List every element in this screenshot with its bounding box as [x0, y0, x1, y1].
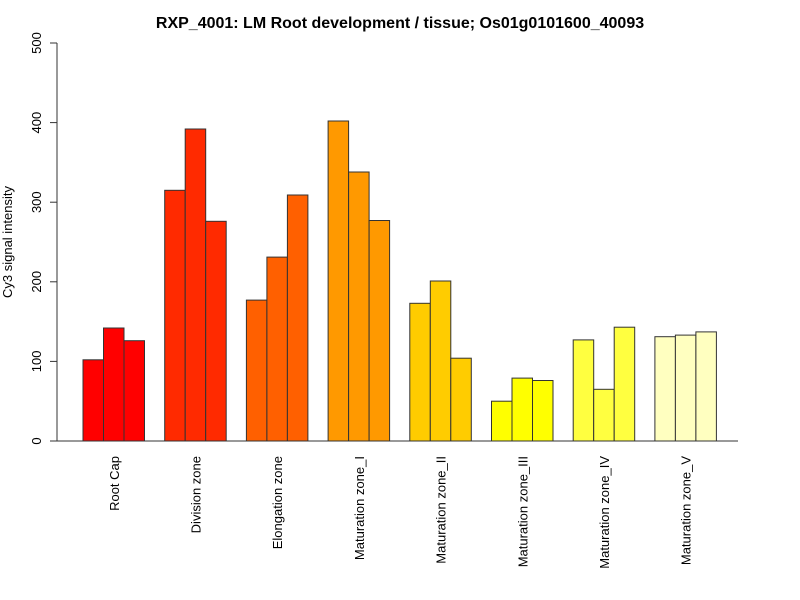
y-tick-label: 0 [29, 437, 44, 444]
chart-title: RXP_4001: LM Root development / tissue; … [156, 15, 644, 32]
y-tick-label: 200 [29, 271, 44, 293]
bar [511, 377, 533, 442]
bar [532, 380, 554, 442]
bars [82, 120, 717, 442]
category-label: Root Cap [107, 456, 122, 511]
bar [429, 280, 452, 442]
bar [184, 128, 207, 442]
y-axis: 0 100 200 300 400 500 [29, 32, 58, 445]
category-label: Maturation zone_II [434, 456, 449, 564]
category-label: Maturation zone_V [679, 456, 694, 565]
bar [491, 400, 513, 442]
bar [245, 299, 268, 442]
bar [409, 302, 431, 442]
bar [654, 336, 676, 442]
category-label: Elongation zone [270, 456, 285, 549]
bar [613, 326, 636, 442]
category-label: Maturation zone_III [515, 456, 530, 567]
bar [695, 331, 717, 442]
bar [674, 334, 697, 442]
bar [593, 388, 615, 442]
bar [82, 359, 104, 442]
bar [164, 189, 186, 442]
y-tick-label: 400 [29, 112, 44, 134]
bar [572, 339, 595, 442]
bar [327, 120, 350, 442]
y-tick-label: 300 [29, 191, 44, 213]
y-axis-label: Cy3 signal intensity [0, 186, 15, 298]
y-tick-label: 500 [29, 32, 44, 54]
bar [348, 171, 370, 442]
bar [368, 220, 391, 442]
category-labels: Root Cap Division zone Elongation zone Matu… [107, 456, 694, 569]
bar [123, 340, 145, 442]
bar [205, 220, 227, 442]
bar [103, 327, 125, 442]
y-tick-label: 100 [29, 351, 44, 373]
category-label: Maturation zone_I [352, 456, 367, 560]
bar [286, 194, 309, 442]
category-label: Maturation zone_IV [597, 456, 612, 569]
bar [450, 357, 472, 442]
category-label: Division zone [188, 456, 203, 533]
bar [266, 256, 288, 442]
